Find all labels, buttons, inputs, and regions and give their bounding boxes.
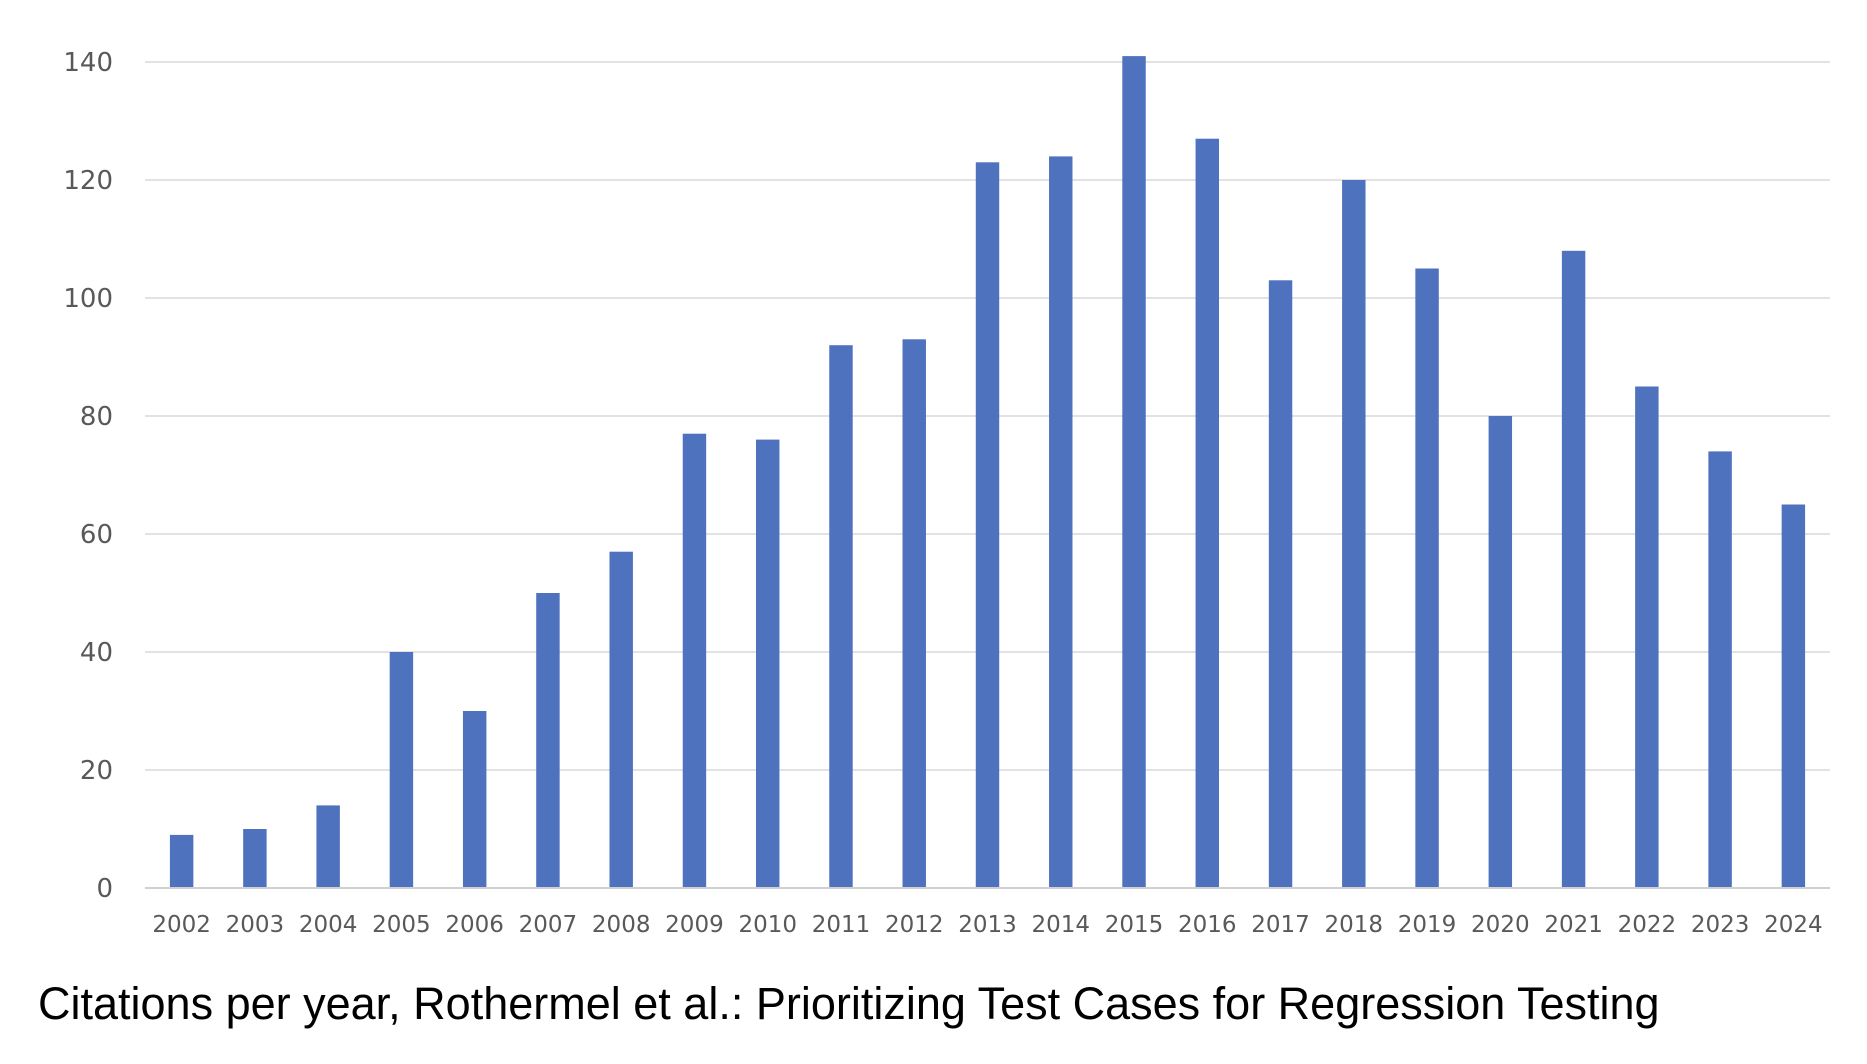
bar-2004 <box>316 805 340 888</box>
bar-2006 <box>462 711 487 888</box>
y-axis-ticks: 0 20 40 60 80 100 120 140 <box>63 48 113 904</box>
y-tick-label: 80 <box>80 402 113 432</box>
y-tick-label: 60 <box>80 520 113 550</box>
bar-2012 <box>902 339 926 888</box>
x-axis-ticks: 2002 2003 2004 2005 2006 2007 2008 2009 2010 2011… <box>152 912 1822 938</box>
bar-2008 <box>609 551 633 888</box>
bar-2007 <box>536 593 560 888</box>
y-tick-label: 100 <box>63 284 113 314</box>
x-tick-label: 2016 <box>1178 912 1237 938</box>
bars <box>169 56 1806 889</box>
y-tick-label: 40 <box>80 638 113 668</box>
x-tick-label: 2003 <box>226 912 285 938</box>
bar-2021 <box>1561 250 1586 889</box>
x-tick-label: 2006 <box>445 912 504 938</box>
x-tick-label: 2020 <box>1471 912 1530 938</box>
bar-2014 <box>1049 156 1073 888</box>
bar-2023 <box>1708 451 1732 888</box>
x-tick-label: 2005 <box>372 912 431 938</box>
x-tick-label: 2007 <box>519 912 578 938</box>
x-tick-label: 2022 <box>1618 912 1677 938</box>
x-tick-label: 2014 <box>1031 912 1090 938</box>
x-tick-label: 2002 <box>152 912 211 938</box>
y-tick-label: 120 <box>63 166 113 196</box>
x-tick-label: 2008 <box>592 912 651 938</box>
bar-2013 <box>975 162 1000 889</box>
bar-2003 <box>243 829 267 888</box>
y-tick-label: 20 <box>80 756 113 786</box>
bar-2005 <box>389 652 414 888</box>
bar-2017 <box>1268 280 1293 888</box>
bar-2020 <box>1488 416 1513 888</box>
x-tick-label: 2018 <box>1325 912 1384 938</box>
y-tick-label: 0 <box>96 874 113 904</box>
x-tick-label: 2015 <box>1105 912 1164 938</box>
x-tick-label: 2024 <box>1764 912 1823 938</box>
bar-2015 <box>1122 56 1146 889</box>
bar-2011 <box>829 345 853 888</box>
bar-2024 <box>1781 504 1806 888</box>
figure-caption: Citations per year, Rothermel et al.: Pr… <box>38 978 1660 1029</box>
x-tick-label: 2010 <box>738 912 797 938</box>
x-tick-label: 2011 <box>812 912 871 938</box>
x-tick-label: 2013 <box>958 912 1017 938</box>
y-tick-label: 140 <box>63 48 113 78</box>
x-tick-label: 2004 <box>299 912 358 938</box>
bar-2002 <box>169 834 194 888</box>
x-tick-label: 2019 <box>1398 912 1457 938</box>
bar-2022 <box>1635 386 1659 888</box>
bar-2010 <box>755 439 780 888</box>
x-tick-label: 2017 <box>1251 912 1310 938</box>
bar-2016 <box>1195 138 1220 888</box>
x-tick-label: 2021 <box>1544 912 1603 938</box>
x-tick-label: 2012 <box>885 912 944 938</box>
x-tick-label: 2009 <box>665 912 724 938</box>
bar-2019 <box>1415 268 1439 888</box>
bar-2009 <box>682 433 707 888</box>
x-tick-label: 2023 <box>1691 912 1750 938</box>
bar-2018 <box>1342 180 1366 888</box>
